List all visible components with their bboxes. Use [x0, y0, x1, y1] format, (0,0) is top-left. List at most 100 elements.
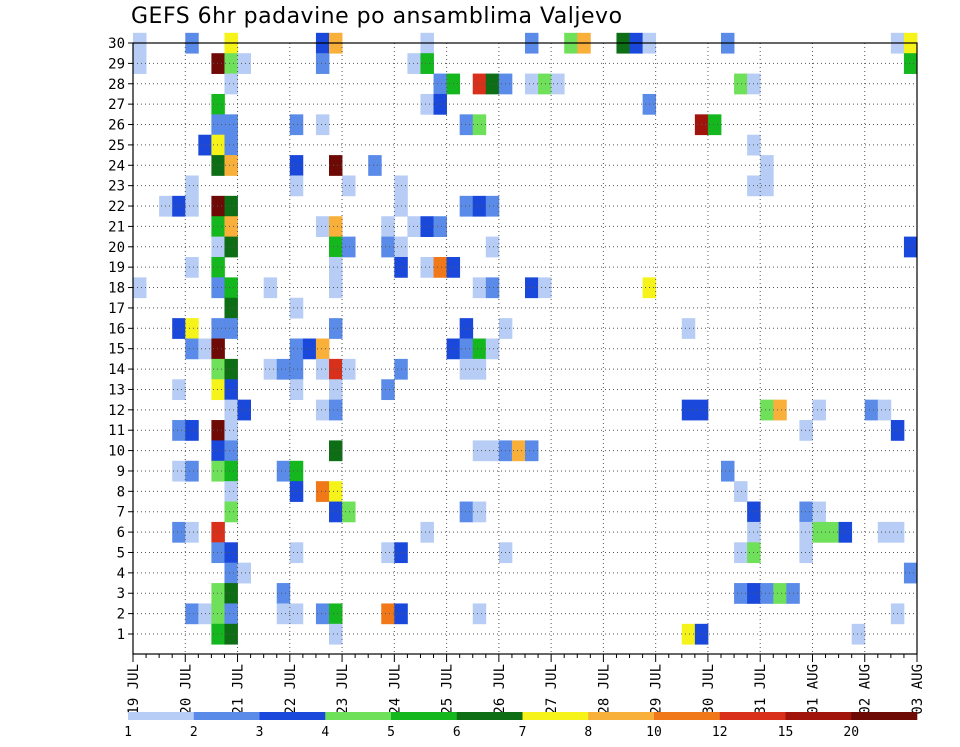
legend-swatch	[456, 712, 523, 720]
legend-label: 1	[124, 725, 132, 740]
heatmap-cell	[224, 216, 238, 237]
y-tick-label: 25	[108, 138, 125, 154]
heatmap-cell	[224, 379, 238, 401]
heatmap-cell	[381, 603, 395, 625]
heatmap-cell	[459, 358, 474, 380]
heatmap-cell	[211, 542, 225, 564]
heatmap-cell	[877, 521, 892, 543]
y-tick-label: 23	[108, 179, 125, 195]
y-tick-label: 26	[108, 118, 125, 134]
y-tick-label: 21	[108, 219, 125, 235]
heatmap-cell	[877, 399, 892, 421]
legend-label: 5	[387, 725, 395, 740]
heatmap-cell	[825, 521, 839, 543]
heatmap-cell	[224, 583, 238, 604]
heatmap-cell	[538, 73, 552, 95]
y-tick-label: 19	[108, 260, 125, 276]
x-tick-label: 27 JUL	[544, 664, 560, 715]
heatmap-cell	[420, 93, 434, 115]
heatmap-cell	[224, 399, 238, 421]
heatmap-cell	[315, 399, 330, 421]
y-tick-label: 29	[108, 56, 125, 72]
x-tick-label: 21 JUL	[231, 664, 247, 715]
heatmap-cell	[172, 460, 186, 482]
heatmap-cell	[172, 521, 186, 543]
heatmap-cell	[133, 277, 147, 299]
heatmap-cell	[329, 379, 343, 401]
y-tick-label: 7	[117, 505, 125, 521]
heatmap-cell	[420, 256, 434, 278]
heatmap-cell	[211, 318, 225, 339]
heatmap-cell	[433, 93, 447, 115]
heatmap-cell	[799, 521, 813, 543]
y-tick-label: 17	[108, 301, 125, 317]
heatmap-cell	[289, 114, 304, 136]
heatmap-cell	[329, 481, 343, 502]
heatmap-cell	[224, 603, 238, 625]
heatmap-cell	[315, 338, 330, 360]
heatmap-cell	[342, 236, 356, 258]
x-tick-label: 31 JUL	[753, 664, 769, 715]
heatmap-cell	[525, 277, 539, 299]
heatmap-cell	[172, 195, 186, 217]
heatmap-cell	[211, 338, 225, 360]
heatmap-cell	[681, 399, 696, 421]
heatmap-cell	[734, 73, 748, 95]
heatmap-cell	[185, 195, 199, 217]
legend-label: 7	[519, 725, 527, 740]
legend-swatch	[193, 712, 260, 720]
heatmap-cell	[329, 236, 343, 258]
y-tick-label: 14	[108, 362, 125, 378]
heatmap-cell	[276, 583, 291, 604]
heatmap-cell	[224, 440, 238, 462]
heatmap-cell	[133, 53, 147, 74]
heatmap-cell	[329, 155, 343, 176]
heatmap-cell	[224, 114, 238, 136]
heatmap-cell	[224, 542, 238, 564]
heatmap-cell	[211, 93, 225, 115]
heatmap-cell	[237, 562, 251, 584]
legend-swatch	[588, 712, 655, 720]
heatmap-cell	[329, 440, 343, 462]
heatmap-cell	[329, 399, 343, 421]
heatmap-cell	[472, 114, 487, 136]
heatmap-cell	[315, 216, 330, 237]
heatmap-cell	[172, 318, 186, 339]
x-tick-label: 25 JUL	[440, 664, 456, 715]
chart-title: GEFS 6hr padavine po ansamblima Valjevo	[131, 4, 623, 29]
y-tick-label: 9	[117, 464, 125, 480]
y-tick-label: 13	[108, 382, 125, 398]
heatmap-cell	[224, 501, 238, 523]
heatmap-cell	[315, 358, 330, 380]
legend-label: 15	[778, 725, 794, 740]
heatmap-cell	[329, 277, 343, 299]
y-tick-label: 15	[108, 342, 125, 358]
heatmap-cell	[433, 256, 447, 278]
heatmap-cell	[485, 338, 500, 360]
heatmap-cell	[760, 583, 774, 604]
heatmap-cell	[289, 460, 304, 482]
heatmap-cell	[485, 277, 500, 299]
heatmap-cell	[237, 53, 251, 74]
heatmap-cell	[812, 521, 826, 543]
heatmap-cell	[211, 216, 225, 237]
y-tick-label: 18	[108, 281, 125, 297]
heatmap-cell	[289, 379, 304, 401]
heatmap-cell	[276, 460, 291, 482]
heatmap-cell	[289, 175, 304, 197]
x-tick-label: 01 AUG	[805, 664, 821, 715]
heatmap-cell	[185, 460, 199, 482]
heatmap-cell	[224, 134, 238, 156]
heatmap-cell	[211, 134, 225, 156]
heatmap-cell	[211, 53, 225, 74]
heatmap-cell	[211, 420, 225, 441]
heatmap-cell	[433, 216, 447, 237]
heatmap-cell	[485, 440, 500, 462]
heatmap-cell	[263, 277, 278, 299]
y-tick-label: 22	[108, 199, 125, 215]
heatmap-cell	[459, 318, 474, 339]
heatmap-cell	[472, 195, 487, 217]
heatmap-cell	[224, 318, 238, 339]
heatmap-cell	[734, 481, 748, 502]
y-tick-label: 10	[108, 444, 125, 460]
